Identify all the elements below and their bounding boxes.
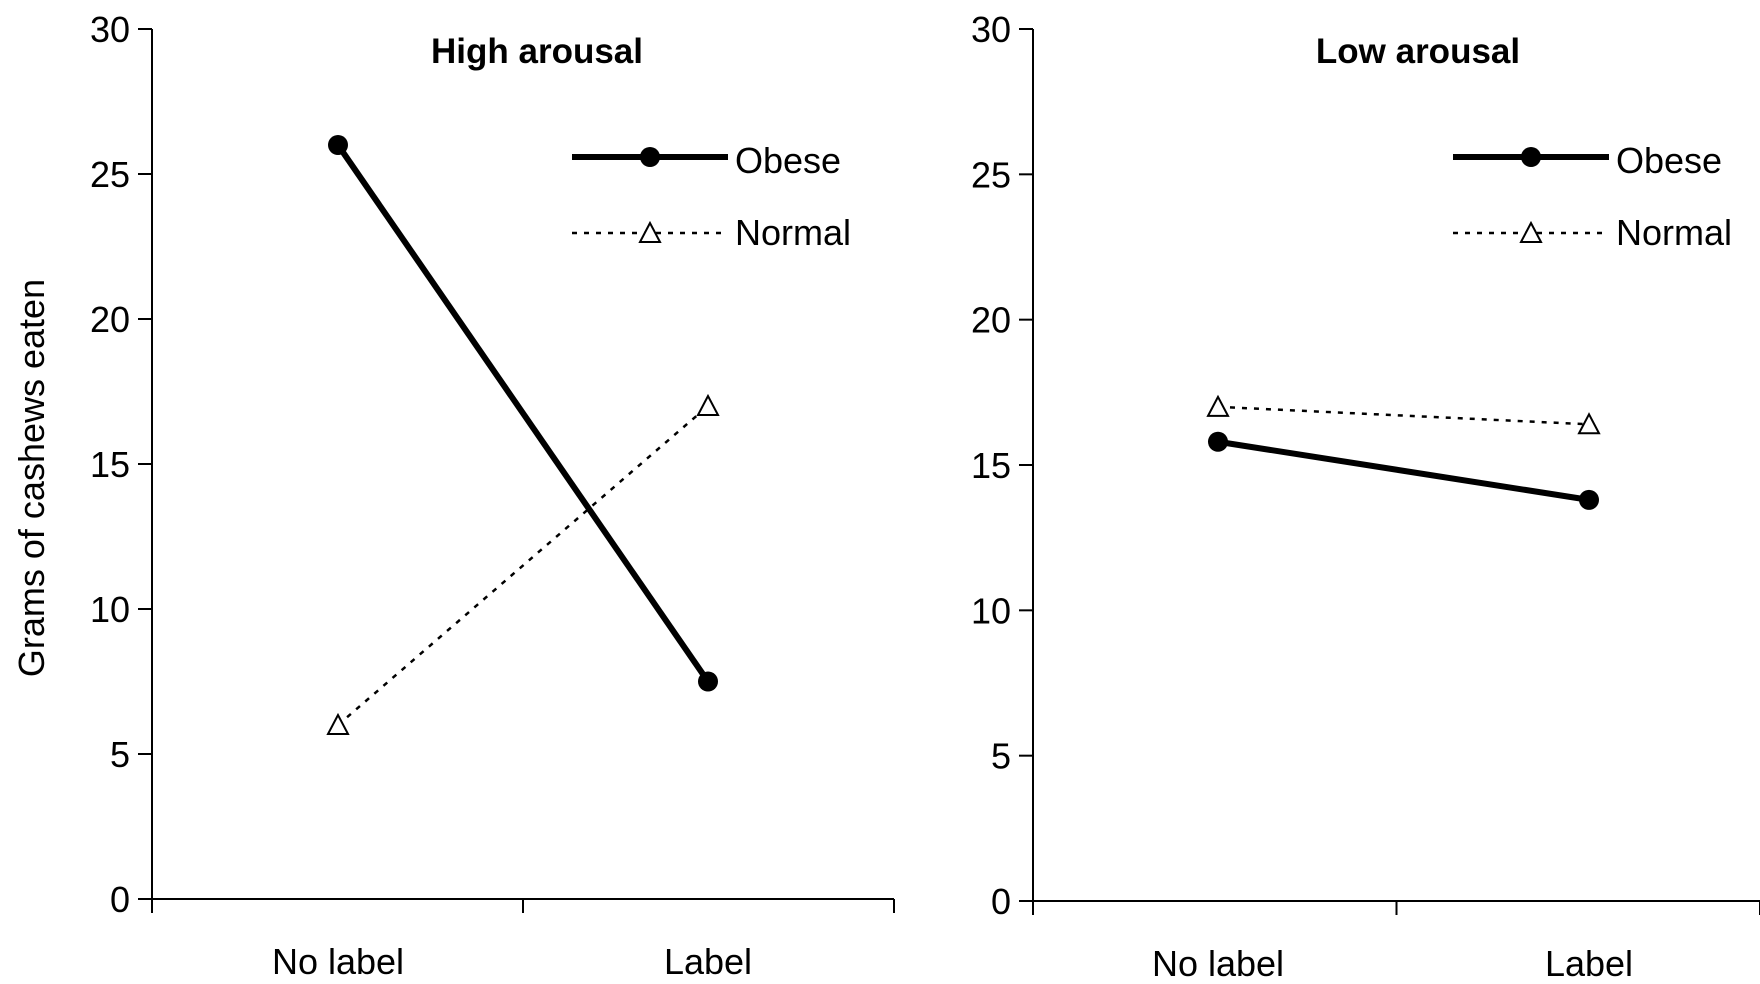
panel-title: Low arousal xyxy=(1316,32,1520,71)
legend: Obese Normal xyxy=(1453,140,1732,253)
panel-title: High arousal xyxy=(431,32,643,71)
legend-marker-normal xyxy=(638,220,662,243)
y-tick-label: 25 xyxy=(90,154,130,195)
series-line-obese xyxy=(335,143,711,684)
x-tick-label: Label xyxy=(664,941,752,982)
data-point-obese xyxy=(698,671,718,692)
legend-marker-normal xyxy=(1519,220,1543,243)
panel-high-arousal: High arousal 0 5 10 15 20 25 30 No label Label O… xyxy=(90,9,895,982)
y-tick-label: 5 xyxy=(110,734,130,775)
y-tick-label: 10 xyxy=(971,590,1011,631)
legend-label-normal: Normal xyxy=(1616,212,1732,253)
y-tick-label: 15 xyxy=(971,445,1011,486)
data-point-normal xyxy=(696,393,720,416)
data-point-normal xyxy=(1206,394,1230,417)
data-point-obese xyxy=(328,135,348,155)
x-tick-label: Label xyxy=(1545,943,1633,984)
legend-label-normal: Normal xyxy=(735,212,851,253)
data-point-obese xyxy=(1579,489,1599,510)
legend: Obese Normal xyxy=(572,140,851,253)
y-tick-label: 5 xyxy=(991,736,1011,777)
y-tick-label: 0 xyxy=(110,879,130,920)
series-line-obese xyxy=(1217,438,1590,503)
y-tick-label: 0 xyxy=(991,881,1011,922)
data-point-normal xyxy=(1577,412,1601,435)
y-tick-label: 30 xyxy=(90,9,130,50)
legend-label-obese: Obese xyxy=(1616,140,1722,181)
legend-marker-obese xyxy=(1521,147,1541,167)
legend-marker-obese xyxy=(640,147,660,167)
y-tick-label: 15 xyxy=(90,444,130,485)
y-tick-label: 20 xyxy=(90,299,130,340)
panel-low-arousal: Low arousal 0 5 10 15 20 25 30 No label Label Ob… xyxy=(971,9,1760,984)
data-point-normal xyxy=(326,712,350,735)
x-tick-label: No label xyxy=(272,941,404,982)
y-tick-label: 30 xyxy=(971,9,1011,50)
series-line-normal xyxy=(1217,405,1590,426)
data-point-obese xyxy=(1208,431,1228,452)
x-tick-label: No label xyxy=(1152,943,1284,984)
series-line-normal xyxy=(337,405,709,726)
y-tick-label: 10 xyxy=(90,589,130,630)
y-tick-label: 20 xyxy=(971,300,1011,341)
y-axis-label: Grams of cashews eaten xyxy=(11,279,52,677)
legend-label-obese: Obese xyxy=(735,140,841,181)
y-tick-label: 25 xyxy=(971,154,1011,195)
